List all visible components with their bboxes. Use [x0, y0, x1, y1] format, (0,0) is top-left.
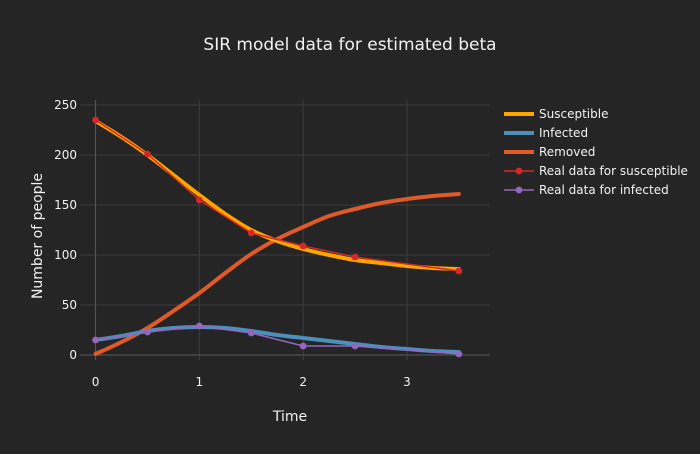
- legend-item-real-data-for-infected[interactable]: Real data for infected: [504, 183, 669, 197]
- y-tick-label: 100: [54, 248, 77, 262]
- x-axis-title: Time: [272, 409, 307, 425]
- series-line-infected: [93, 325, 461, 354]
- data-point-real-data-for-infected[interactable]: [195, 322, 203, 330]
- x-tick-label: 3: [403, 375, 411, 389]
- data-point-real-data-for-susceptible[interactable]: [144, 150, 151, 158]
- data-point-real-data-for-susceptible[interactable]: [92, 116, 99, 124]
- legend-label: Removed: [539, 145, 595, 159]
- x-tick-label: 2: [299, 375, 307, 389]
- data-point-real-data-for-infected[interactable]: [144, 328, 151, 336]
- y-tick-label: 200: [54, 148, 77, 162]
- data-point-real-data-for-susceptible[interactable]: [299, 242, 307, 250]
- legend-marker: [515, 167, 523, 175]
- data-point-real-data-for-infected[interactable]: [92, 336, 99, 344]
- y-axis-title: Number of people: [30, 173, 46, 299]
- data-point-real-data-for-susceptible[interactable]: [455, 267, 463, 275]
- legend-item-infected[interactable]: Infected: [504, 126, 588, 140]
- legend-label: Susceptible: [539, 107, 608, 121]
- legend-item-removed[interactable]: Removed: [504, 145, 595, 159]
- y-tick-label: 50: [62, 298, 77, 312]
- axis-layer: 0 50 100 150 200 250 0 1 2 3: [54, 98, 490, 389]
- data-point-real-data-for-susceptible[interactable]: [351, 253, 359, 261]
- legend-label: Real data for infected: [539, 183, 669, 197]
- legend-item-real-data-for-susceptible[interactable]: Real data for susceptible: [504, 164, 688, 178]
- legend-marker: [515, 186, 523, 194]
- y-tick-label: 0: [69, 348, 77, 362]
- data-point-real-data-for-susceptible[interactable]: [247, 229, 255, 237]
- series-layer: [92, 116, 463, 358]
- data-point-real-data-for-infected[interactable]: [351, 342, 359, 350]
- legend-item-susceptible[interactable]: Susceptible: [504, 107, 608, 121]
- y-tick-label: 250: [54, 98, 77, 112]
- chart-title: SIR model data for estimated beta: [203, 35, 496, 55]
- y-tick-label: 150: [54, 198, 77, 212]
- x-tick-label: 0: [92, 375, 100, 389]
- data-point-real-data-for-susceptible[interactable]: [195, 196, 203, 204]
- x-tick-label: 1: [196, 375, 204, 389]
- data-point-real-data-for-infected[interactable]: [247, 329, 255, 337]
- legend-label: Real data for susceptible: [539, 164, 688, 178]
- data-point-real-data-for-infected[interactable]: [455, 350, 463, 358]
- data-point-real-data-for-infected[interactable]: [299, 342, 307, 350]
- legend-label: Infected: [539, 126, 588, 140]
- legend[interactable]: Susceptible Infected Removed Real data for …: [504, 107, 688, 197]
